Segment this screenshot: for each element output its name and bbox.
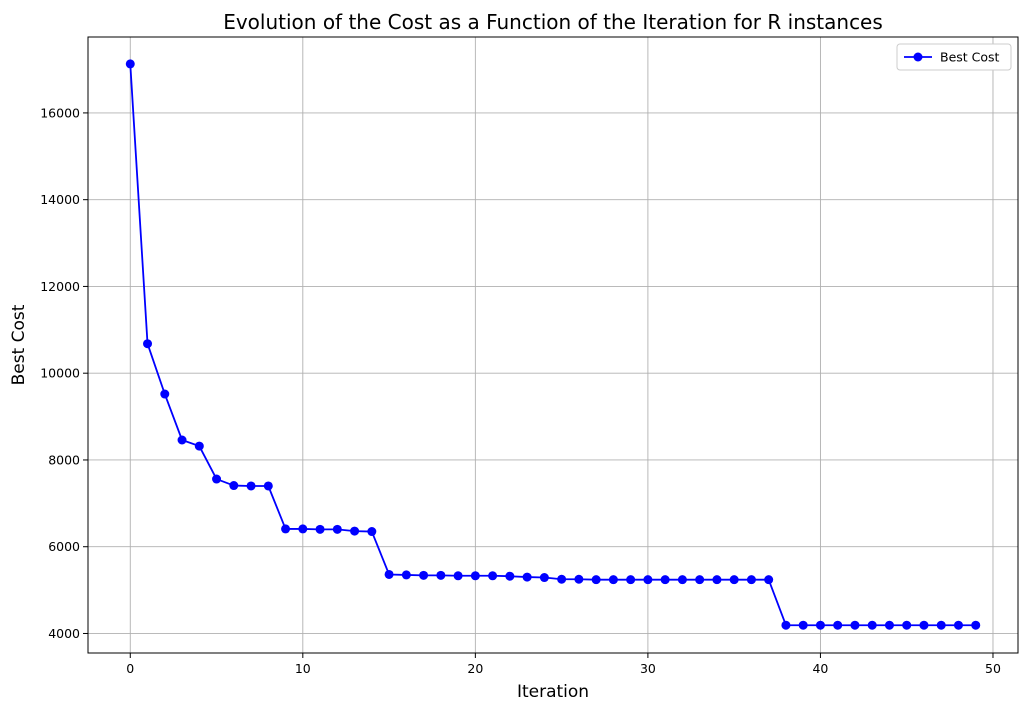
data-point bbox=[470, 571, 480, 581]
data-point bbox=[212, 474, 222, 484]
x-tick-label: 50 bbox=[985, 661, 1001, 676]
y-axis-ticks: 4000 6000 8000 10000 12000 14000 16000 bbox=[40, 105, 88, 641]
chart-title: Evolution of the Cost as a Function of t… bbox=[223, 10, 883, 34]
data-point bbox=[384, 569, 394, 579]
data-point bbox=[884, 620, 894, 630]
data-point bbox=[677, 575, 687, 585]
data-point bbox=[125, 59, 135, 69]
legend-box bbox=[896, 43, 1012, 71]
legend: Best Cost bbox=[896, 43, 1012, 71]
data-point bbox=[591, 575, 601, 585]
y-tick-label: 8000 bbox=[48, 452, 80, 467]
data-point bbox=[194, 441, 204, 451]
data-point bbox=[367, 527, 377, 537]
data-point bbox=[419, 570, 429, 580]
data-point bbox=[608, 575, 618, 585]
data-point bbox=[436, 570, 446, 580]
data-point bbox=[298, 524, 308, 534]
data-point bbox=[315, 524, 325, 534]
data-point bbox=[867, 620, 877, 630]
data-point bbox=[712, 575, 722, 585]
y-tick-label: 10000 bbox=[40, 366, 80, 381]
data-point bbox=[488, 571, 498, 581]
y-tick-label: 16000 bbox=[40, 105, 80, 120]
data-point bbox=[522, 572, 532, 582]
data-point bbox=[781, 620, 791, 630]
data-point bbox=[539, 573, 549, 583]
data-point bbox=[764, 575, 774, 585]
x-tick-label: 0 bbox=[126, 661, 134, 676]
data-point bbox=[919, 620, 929, 630]
data-point bbox=[143, 339, 153, 349]
data-point bbox=[160, 389, 170, 399]
data-point bbox=[626, 575, 636, 585]
x-tick-label: 10 bbox=[295, 661, 311, 676]
data-point bbox=[729, 575, 739, 585]
y-tick-label: 6000 bbox=[48, 539, 80, 554]
data-point bbox=[246, 481, 256, 491]
data-point bbox=[401, 570, 411, 580]
data-point bbox=[953, 620, 963, 630]
data-point bbox=[453, 571, 463, 581]
x-axis-label: Iteration bbox=[517, 682, 589, 702]
y-tick-label: 4000 bbox=[48, 626, 80, 641]
data-point bbox=[350, 526, 360, 536]
data-point bbox=[746, 575, 756, 585]
data-point bbox=[936, 620, 946, 630]
y-tick-label: 12000 bbox=[40, 279, 80, 294]
data-point bbox=[902, 620, 912, 630]
data-point bbox=[660, 575, 670, 585]
data-point bbox=[833, 620, 843, 630]
plot-frame bbox=[87, 36, 1019, 654]
x-tick-label: 40 bbox=[812, 661, 828, 676]
data-point bbox=[695, 575, 705, 585]
data-point bbox=[815, 620, 825, 630]
data-point bbox=[798, 620, 808, 630]
x-tick-label: 30 bbox=[640, 661, 656, 676]
data-point bbox=[574, 574, 584, 584]
data-point bbox=[332, 524, 342, 534]
y-axis-label: Best Cost bbox=[9, 304, 29, 385]
data-point bbox=[281, 524, 291, 534]
data-point bbox=[229, 481, 239, 491]
series-line-best-cost bbox=[129, 63, 976, 627]
legend-marker-swatch bbox=[913, 52, 923, 62]
legend-label-best-cost: Best Cost bbox=[940, 50, 1000, 65]
data-point bbox=[263, 481, 273, 491]
grid bbox=[88, 37, 1018, 653]
x-axis-ticks: 0 10 20 30 40 50 bbox=[126, 653, 1001, 676]
data-point bbox=[971, 620, 981, 630]
x-tick-label: 20 bbox=[467, 661, 483, 676]
data-point bbox=[557, 574, 567, 584]
y-tick-label: 14000 bbox=[40, 192, 80, 207]
data-point bbox=[177, 435, 187, 445]
data-point bbox=[505, 571, 515, 581]
data-point bbox=[643, 575, 653, 585]
data-point bbox=[850, 620, 860, 630]
series-layer bbox=[125, 59, 981, 630]
